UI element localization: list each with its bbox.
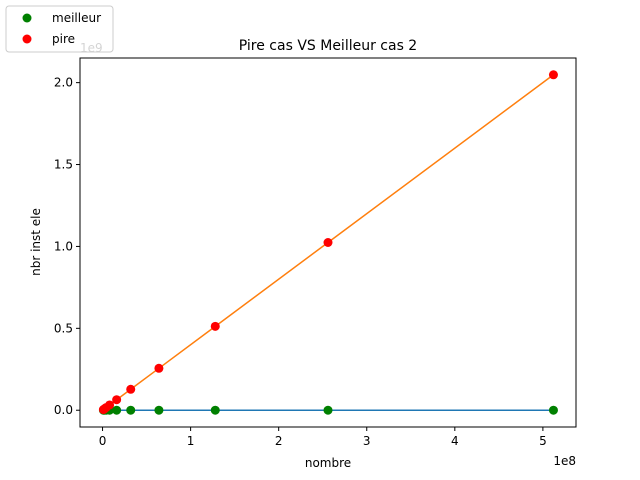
x-axis-offset: 1e8 xyxy=(553,454,576,468)
data-point-meilleur xyxy=(323,405,333,415)
y-tick-label: 0.0 xyxy=(54,403,73,417)
legend: meilleur pire xyxy=(5,5,114,53)
axes-frame xyxy=(79,57,577,428)
data-point-meilleur xyxy=(112,405,122,415)
x-tick-label: 5 xyxy=(539,434,547,448)
x-tick-label: 1 xyxy=(187,434,195,448)
legend-box xyxy=(5,5,114,53)
x-tick-label: 0 xyxy=(99,434,107,448)
legend-marker-meilleur xyxy=(22,13,32,23)
data-point-pire xyxy=(105,400,115,410)
data-point-meilleur xyxy=(154,405,164,415)
data-point-pire xyxy=(548,70,558,80)
data-point-pire xyxy=(210,321,220,331)
legend-label-meilleur: meilleur xyxy=(52,11,101,25)
data-point-pire xyxy=(112,395,122,405)
x-tick-label: 3 xyxy=(363,434,371,448)
y-axis-label: nbr inst ele xyxy=(29,208,43,276)
y-tick-label: 0.5 xyxy=(54,321,73,335)
y-tick-label: 1.0 xyxy=(54,239,73,253)
x-axis-label: nombre xyxy=(305,456,351,470)
x-axis-ticks: 0 1 2 3 4 5 xyxy=(99,427,547,448)
y-axis-ticks: 0.0 0.5 1.0 1.5 2.0 xyxy=(54,76,80,417)
data-point-meilleur xyxy=(126,405,136,415)
x-tick-label: 2 xyxy=(275,434,283,448)
data-point-meilleur xyxy=(548,405,558,415)
y-tick-label: 1.5 xyxy=(54,158,73,172)
legend-label-pire: pire xyxy=(52,32,75,46)
data-point-pire xyxy=(126,384,136,394)
legend-marker-pire xyxy=(22,34,32,44)
data-point-pire xyxy=(154,363,164,373)
x-tick-label: 4 xyxy=(451,434,459,448)
series-points xyxy=(98,70,558,415)
data-point-pire xyxy=(323,238,333,247)
data-point-meilleur xyxy=(210,405,220,415)
y-tick-label: 2.0 xyxy=(54,76,73,90)
chart-title: Pire cas VS Meilleur cas 2 xyxy=(239,38,417,54)
